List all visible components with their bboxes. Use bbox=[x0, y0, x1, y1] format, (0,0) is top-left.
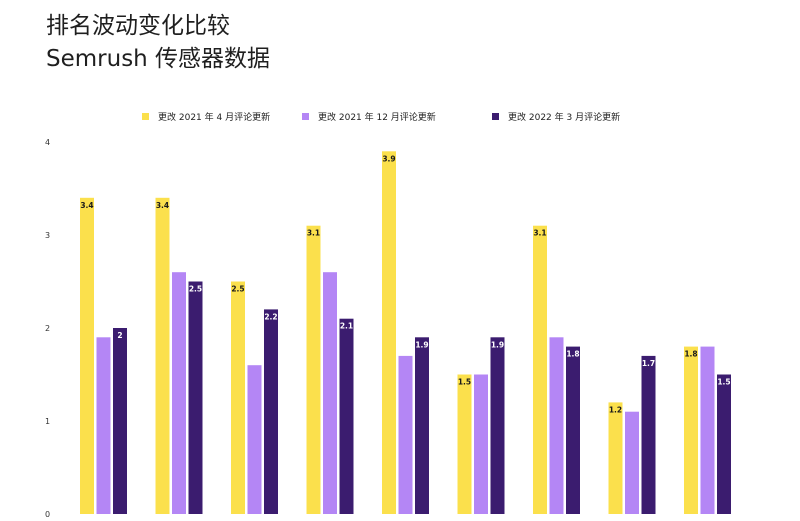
chart-data-labels: 3.4 2 3.4 2.5 2.5 2.2 3.1 2.1 3.9 1.9 1.5 1.9 3.1 1.8… bbox=[80, 154, 730, 414]
bar-series-2 bbox=[625, 411, 639, 514]
bar-series-3 bbox=[641, 355, 656, 514]
data-label: 2.2 bbox=[264, 312, 277, 321]
data-label: 2.5 bbox=[231, 285, 244, 294]
chart-bars bbox=[80, 151, 731, 515]
data-label: 1.8 bbox=[566, 350, 579, 359]
bar-series-2 bbox=[700, 346, 715, 514]
bar-series-1 bbox=[231, 281, 245, 514]
bar-series-1 bbox=[306, 225, 321, 514]
bar-series-1 bbox=[80, 197, 94, 515]
bar-series-2 bbox=[172, 272, 186, 514]
legend-swatch bbox=[492, 113, 499, 120]
chart-title-block: 排名波动变化比较 Semrush 传感器数据 bbox=[46, 10, 270, 76]
data-label: 3.4 bbox=[156, 201, 169, 210]
data-label: 3.1 bbox=[307, 229, 320, 238]
bar-series-1 bbox=[608, 402, 623, 514]
bar-series-3 bbox=[717, 374, 731, 514]
data-label: 1.8 bbox=[684, 350, 697, 359]
bar-series-3 bbox=[415, 337, 429, 514]
y-axis: 0 1 2 3 4 bbox=[45, 138, 50, 519]
bar-series-1 bbox=[684, 346, 698, 514]
bar-series-3 bbox=[264, 309, 278, 514]
legend-label: 更改 2021 年 12 月评论更新 bbox=[318, 111, 436, 123]
data-label: 1.5 bbox=[458, 378, 471, 387]
data-label: 1.9 bbox=[491, 340, 504, 349]
y-tick-label: 4 bbox=[45, 138, 50, 147]
data-label: 2.1 bbox=[340, 322, 353, 331]
legend-label: 更改 2021 年 4 月评论更新 bbox=[158, 111, 270, 123]
bar-series-2 bbox=[398, 355, 413, 514]
data-label: 3.1 bbox=[533, 229, 546, 238]
bar-series-3 bbox=[566, 346, 580, 514]
bar-series-3 bbox=[188, 281, 203, 514]
y-tick-label: 3 bbox=[45, 231, 50, 240]
bar-series-3 bbox=[490, 337, 505, 514]
y-tick-label: 1 bbox=[45, 417, 50, 426]
data-label: 2.5 bbox=[189, 285, 202, 294]
legend-swatch bbox=[302, 113, 309, 120]
data-label: 1.9 bbox=[415, 340, 428, 349]
bar-series-1 bbox=[382, 151, 396, 515]
bar-series-1 bbox=[155, 197, 170, 515]
bar-series-1 bbox=[457, 374, 472, 514]
bar-series-2 bbox=[549, 337, 564, 514]
bar-series-2 bbox=[323, 272, 337, 514]
data-label: 2 bbox=[117, 331, 122, 340]
bar-series-3 bbox=[113, 328, 127, 514]
data-label: 1.5 bbox=[717, 378, 730, 387]
bar-series-2 bbox=[474, 374, 488, 514]
data-label: 3.9 bbox=[382, 154, 395, 163]
y-tick-label: 0 bbox=[45, 510, 50, 519]
chart-legend: 更改 2021 年 4 月评论更新 更改 2021 年 12 月评论更新 更改 20… bbox=[142, 111, 620, 123]
data-label: 3.4 bbox=[80, 201, 93, 210]
data-label: 1.7 bbox=[642, 359, 655, 368]
chart-subtitle: Semrush 传感器数据 bbox=[46, 46, 271, 72]
bar-series-1 bbox=[533, 225, 547, 514]
legend-swatch bbox=[142, 113, 149, 120]
y-tick-label: 2 bbox=[45, 324, 50, 333]
bar-series-2 bbox=[96, 337, 111, 514]
bar-series-3 bbox=[339, 318, 354, 514]
legend-label: 更改 2022 年 3 月评论更新 bbox=[508, 111, 620, 123]
chart-title: 排名波动变化比较 bbox=[46, 13, 230, 39]
data-label: 1.2 bbox=[609, 405, 622, 414]
bar-series-2 bbox=[247, 365, 262, 514]
